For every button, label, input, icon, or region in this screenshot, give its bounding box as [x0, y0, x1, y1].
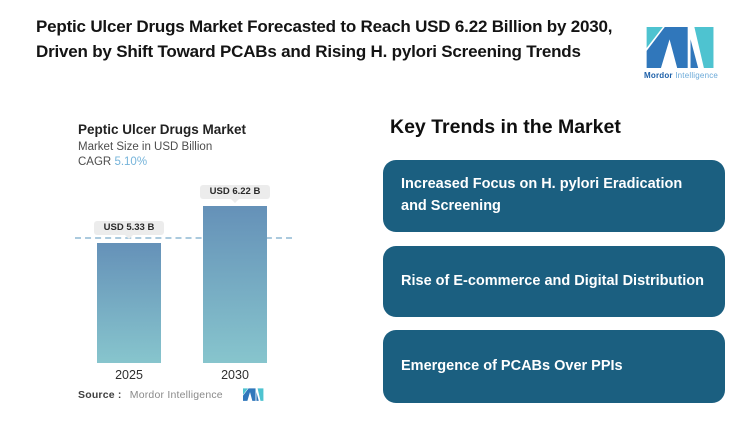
- trend-card-label: Rise of E-commerce and Digital Distribut…: [401, 272, 704, 289]
- source-value: Mordor Intelligence: [129, 389, 223, 401]
- bar-value-badge: USD 6.22 B: [200, 185, 270, 203]
- x-axis-label: 2030: [221, 368, 249, 382]
- chart-cagr: CAGR 5.10%: [78, 156, 147, 168]
- mordor-logo-mini: [243, 388, 264, 406]
- page-title: Peptic Ulcer Drugs Market Forecasted to …: [36, 17, 613, 61]
- mordor-logo-icon: [646, 26, 714, 68]
- mordor-logo-wordmark: Mordor Intelligence: [644, 71, 724, 80]
- mordor-logo-mini-icon: [243, 388, 264, 401]
- logo-brand-bold: Mordor: [644, 71, 673, 80]
- x-axis-label: 2025: [115, 368, 143, 382]
- source-attribution: Source : Mordor Intelligence: [78, 389, 223, 401]
- trends-heading: Key Trends in the Market: [390, 116, 621, 138]
- bar-2025: [97, 243, 161, 363]
- bar-2030: [203, 206, 267, 363]
- cagr-value: 5.10%: [114, 156, 148, 168]
- trend-card: Increased Focus on H. pylori Eradication…: [383, 160, 725, 232]
- reference-dashed-line: [75, 237, 292, 239]
- trend-card-label: Emergence of PCABs Over PPIs: [401, 357, 623, 374]
- bar-chart-plot: USD 5.33 B USD 6.22 B 2025 2030: [75, 180, 292, 390]
- source-label: Source :: [78, 389, 122, 401]
- logo-brand-light: Intelligence: [675, 71, 719, 80]
- chart-title: Peptic Ulcer Drugs Market: [78, 122, 247, 137]
- cagr-label: CAGR: [78, 156, 112, 168]
- trend-card-label: Increased Focus on H. pylori Eradication…: [401, 176, 683, 214]
- chart-subtitle: Market Size in USD Billion: [78, 141, 213, 153]
- bar-value-badge: USD 5.33 B: [94, 221, 164, 239]
- trend-card: Emergence of PCABs Over PPIs: [383, 330, 725, 403]
- mordor-logo: Mordor Intelligence: [644, 26, 724, 80]
- trend-card: Rise of E-commerce and Digital Distribut…: [383, 246, 725, 317]
